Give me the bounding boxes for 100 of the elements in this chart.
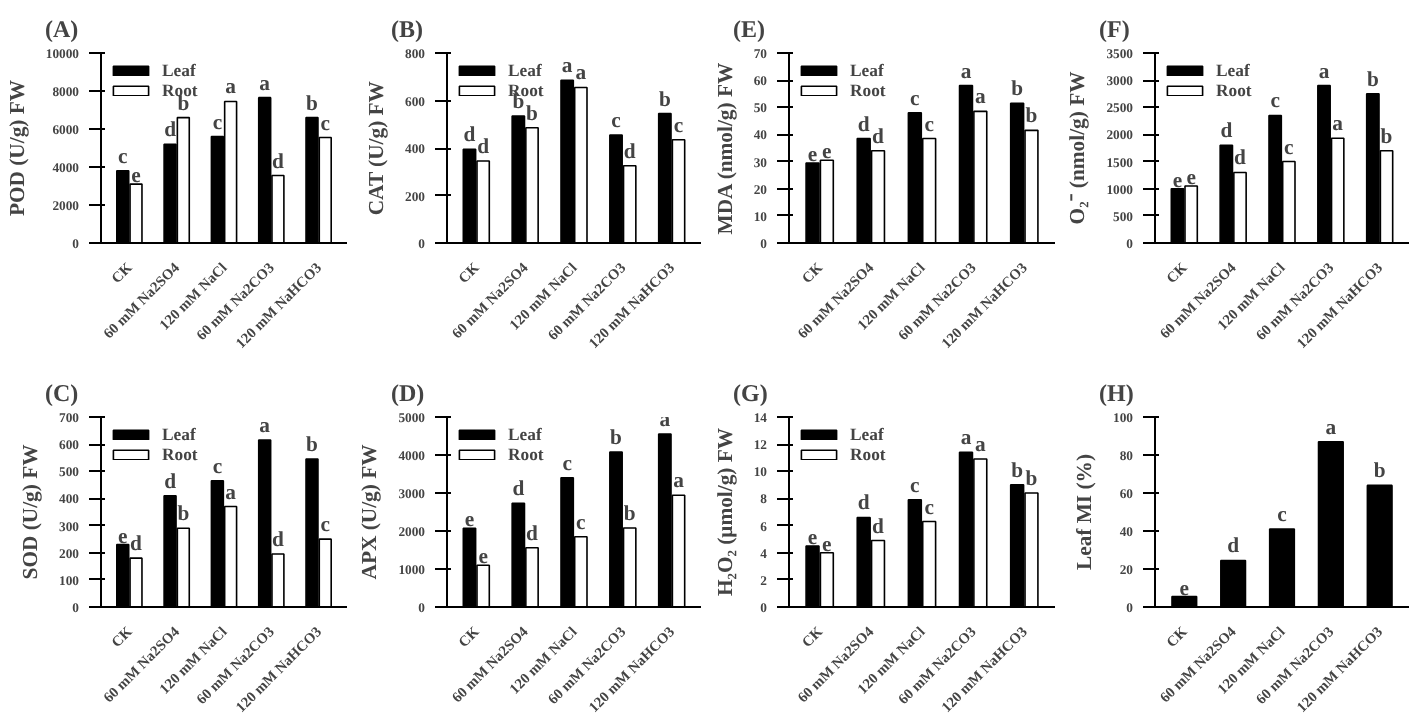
y-axis-title: MDA (nmol/g) FW [715,62,738,235]
annotation: e [1172,170,1183,193]
annotation: d [1227,536,1240,559]
annotation: b [1366,69,1379,92]
annotation: b [306,93,319,116]
annotation: a [225,77,238,100]
annotation: d [872,126,885,149]
legend-label: Root [508,80,546,100]
annotation: b [1025,106,1038,129]
chart-title: (G) [733,379,768,407]
y-axis-title: H₂O₂ (μmol/g) FW [715,427,738,597]
annotation: e [118,526,129,549]
legend-label: Leaf [508,60,544,80]
annotation: c [212,112,223,135]
annotation: a [1318,61,1331,84]
annotation: c [673,115,684,138]
y-axis-title: POD (U/g) FW [7,79,30,217]
legend-label: Root [850,444,888,464]
annotation: c [212,456,223,479]
annotation: c [1277,505,1288,528]
annotation: b [623,503,636,526]
annotation: d [164,120,177,143]
chart-title: (A) [45,15,79,43]
annotation: e [822,142,833,165]
annotation: b [177,504,190,527]
annotation: e [1179,578,1190,601]
annotation: a [575,63,588,86]
chart-title: (D) [391,379,425,407]
annotation: e [822,534,833,557]
annotation: b [1011,460,1024,483]
annotation: a [1332,114,1345,137]
annotation: b [1025,469,1038,491]
annotation: c [576,512,587,535]
annotation: b [526,103,539,126]
annotation: a [974,87,987,110]
legend-label: Root [850,80,888,100]
annotation: c [611,110,622,133]
annotation: a [259,416,272,439]
annotation: c [910,475,921,498]
annotation: d [623,141,636,164]
annotation: a [259,73,272,96]
annotation: e [1186,168,1197,190]
annotation: a [960,428,973,451]
annotation: d [857,493,870,516]
annotation: b [306,435,319,458]
annotation: d [272,530,284,553]
annotation: d [164,471,177,494]
annotation: d [857,114,870,137]
annotation: e [807,144,818,167]
chart-title: (B) [391,15,423,43]
annotation: c [562,453,573,476]
y-axis-title: SOD (U/g) FW [21,443,44,580]
annotation: b [610,427,623,450]
annotation: b [1373,461,1386,484]
legend-label: Leaf [1216,60,1252,80]
annotation: a [561,56,574,79]
legend-label: Leaf [508,424,544,444]
legend-label: Root [1216,80,1254,100]
annotation: e [807,527,818,550]
annotation: c [320,515,331,538]
annotation: b [658,89,671,112]
annotation: c [924,497,935,520]
annotation: d [1234,148,1247,171]
annotation: c [320,113,331,136]
annotation: d [463,125,476,148]
annotation: d [1220,121,1233,144]
annotation: e [478,547,489,570]
annotation: b [1380,126,1393,149]
annotation: d [512,479,525,502]
annotation: c [1284,137,1295,160]
legend-label: Leaf [850,60,886,80]
annotation: d [272,151,284,174]
annotation: a [673,471,686,494]
annotation: d [872,516,885,539]
annotation: d [477,137,490,160]
annotation: b [1011,79,1024,102]
legend-label: Leaf [162,424,198,444]
annotation: c [910,88,921,111]
annotation: e [131,166,142,189]
legend-label: Root [508,444,546,464]
annotation: e [464,510,475,533]
chart-title: (H) [1099,379,1134,407]
annotation: a [974,435,987,458]
legend-label: Leaf [850,424,886,444]
annotation: c [924,114,935,137]
annotation: c [1270,91,1281,114]
y-axis-title: Leaf MI (%) [1075,453,1098,570]
chart-title: (C) [45,379,79,407]
legend-label: Root [162,444,200,464]
legend-label: Leaf [162,60,198,80]
annotation: a [960,61,973,84]
annotation: a [225,482,238,505]
y-axis-title: O₂⁻ (nmol/g) FW [1068,70,1091,225]
annotation: a [1325,417,1338,440]
annotation: d [526,523,539,546]
chart-title: (E) [733,15,765,43]
y-axis-title: APX (U/g) FW [360,443,383,580]
annotation: d [130,534,143,557]
annotation: c [118,146,129,169]
chart-title: (F) [1099,15,1130,43]
